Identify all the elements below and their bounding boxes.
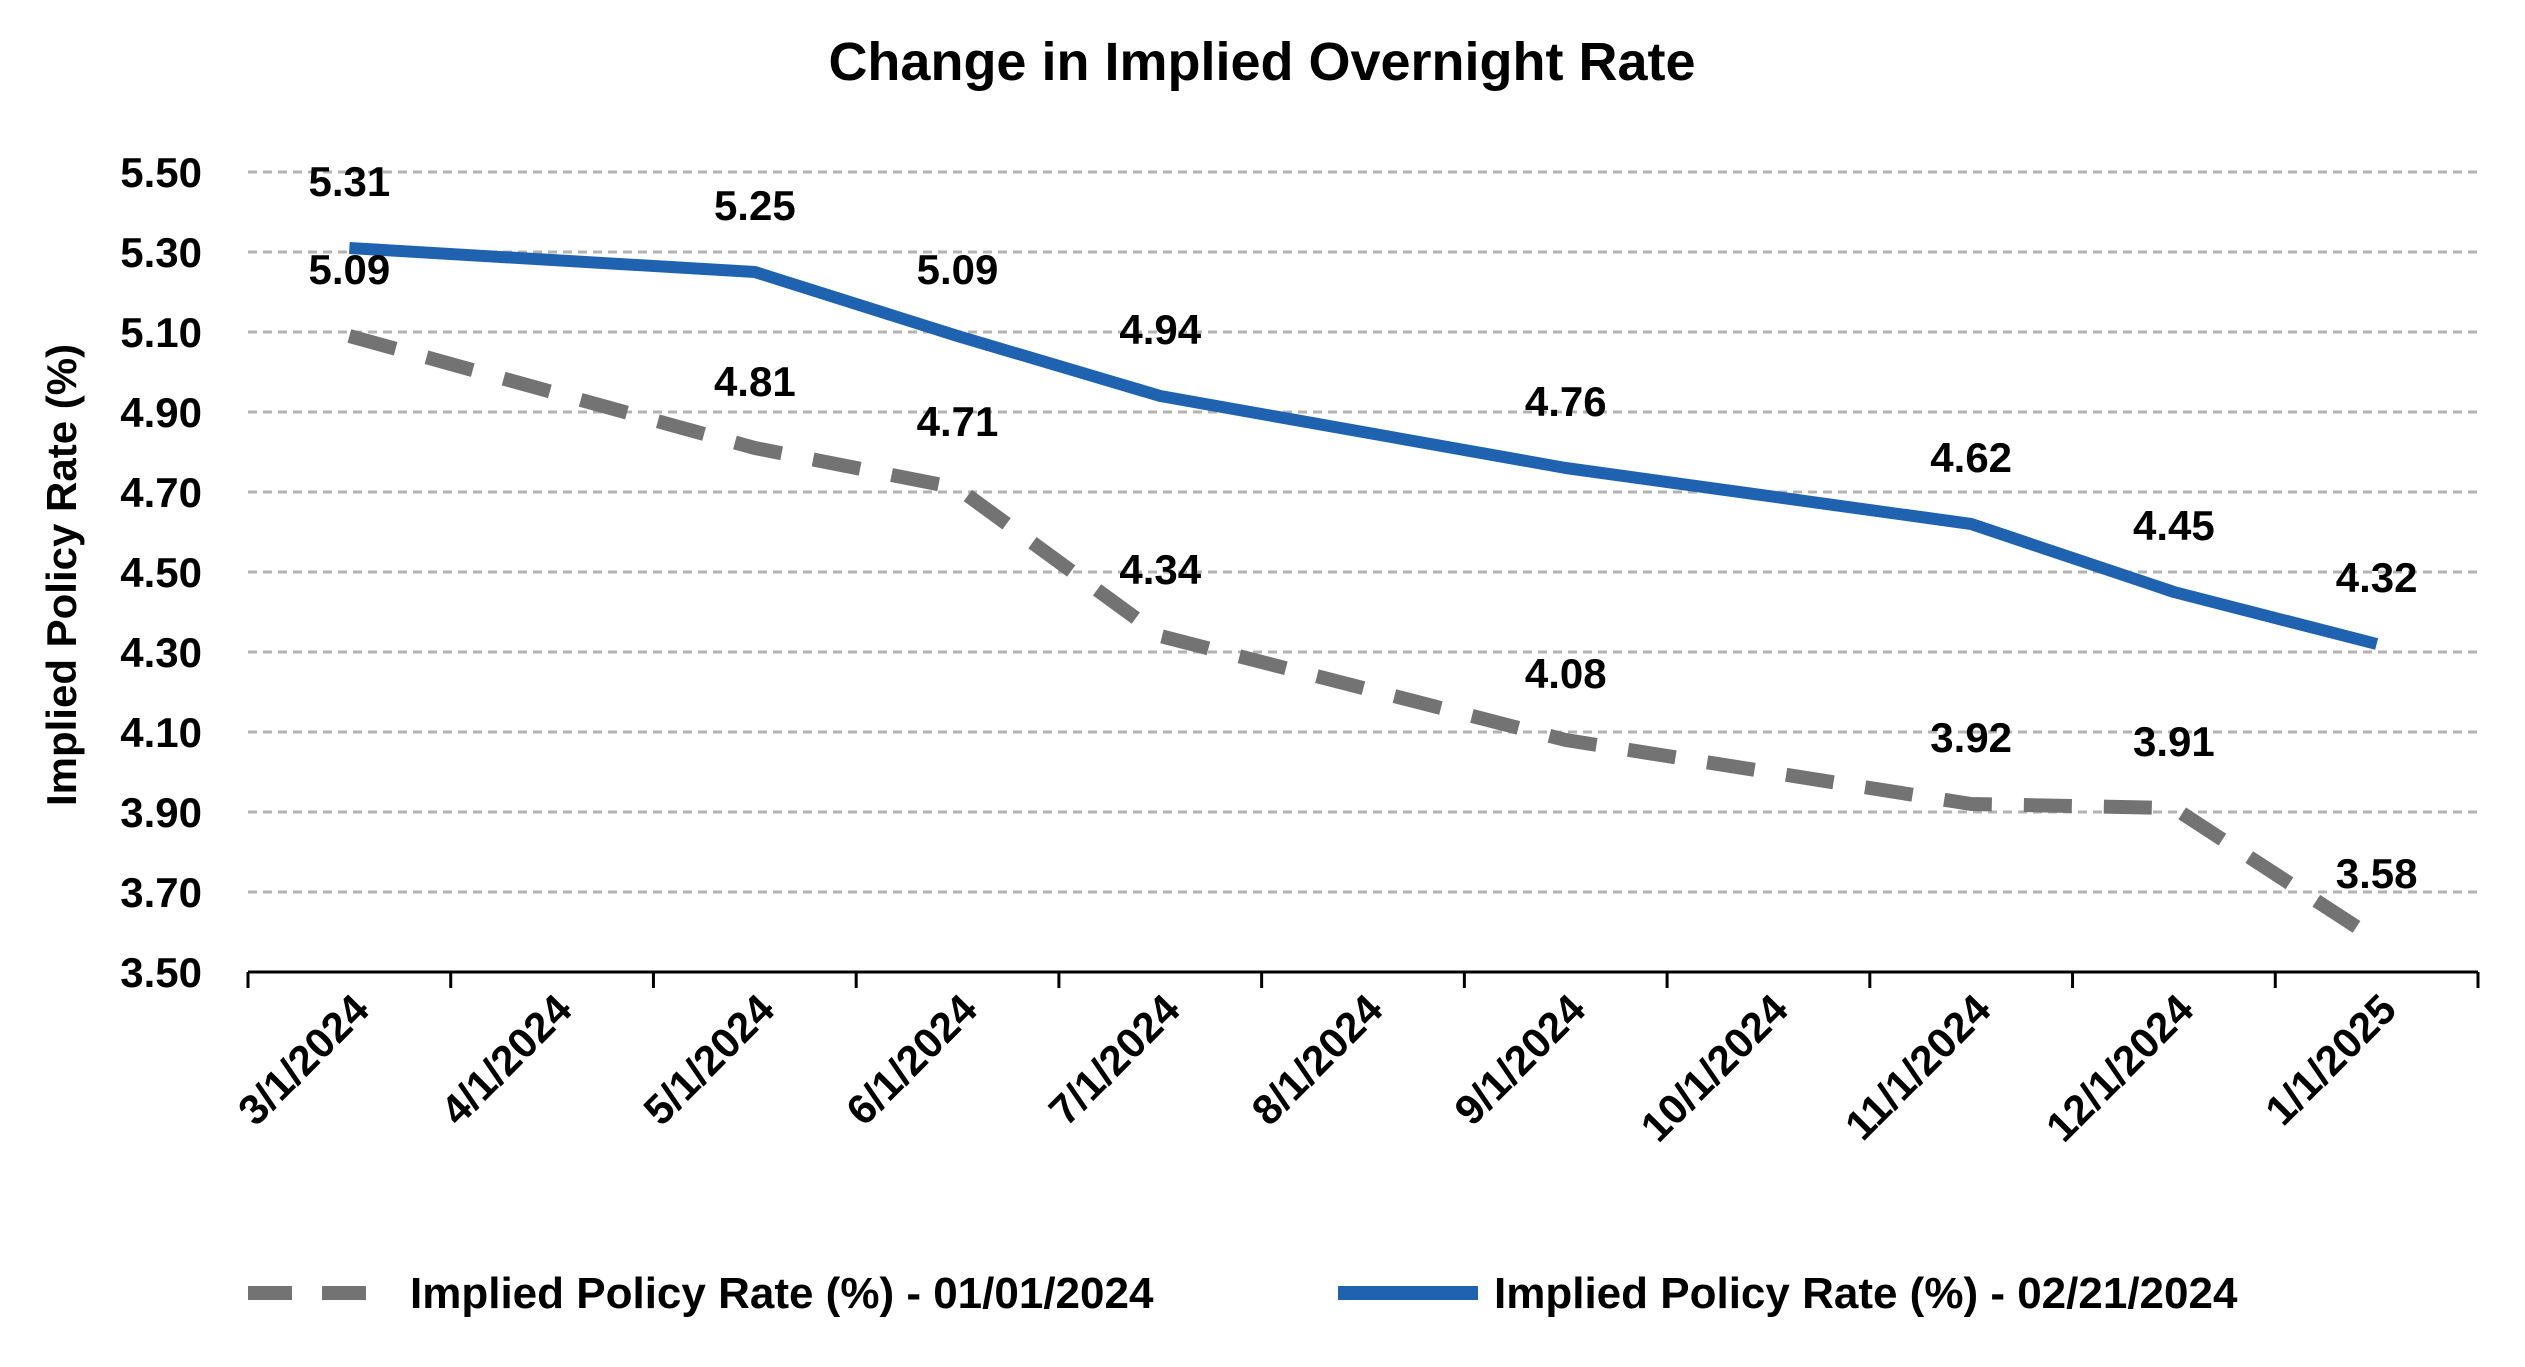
x-tick-label: 7/1/2024	[1040, 985, 1189, 1134]
data-label: 3.58	[2336, 850, 2418, 897]
x-tick-label: 6/1/2024	[837, 985, 986, 1134]
y-tick-label: 3.50	[120, 949, 202, 996]
y-tick-label: 4.10	[120, 709, 202, 756]
data-label: 4.94	[1119, 306, 1201, 353]
y-tick-label: 3.90	[120, 789, 202, 836]
series-line-2	[349, 242, 2379, 650]
data-label: 5.31	[308, 158, 390, 205]
x-tick-label: 3/1/2024	[229, 985, 378, 1134]
data-label: 3.91	[2133, 718, 2215, 765]
data-label: 4.34	[1119, 546, 1201, 593]
x-tick-label: 5/1/2024	[634, 985, 783, 1134]
y-tick-label: 4.30	[120, 629, 202, 676]
legend: Implied Policy Rate (%) - 01/01/2024 Impl…	[248, 1269, 2238, 1318]
data-label: 5.09	[308, 246, 390, 293]
x-tick-label: 4/1/2024	[432, 985, 581, 1134]
y-tick-label: 4.50	[120, 549, 202, 596]
y-tick-labels: 5.50 5.30 5.10 4.90 4.70 4.50 4.30 4.10 3.90 3.70…	[120, 149, 202, 996]
x-tick-label: 1/1/2025	[2256, 985, 2405, 1134]
series-lines	[347, 242, 2381, 946]
y-tick-label: 5.50	[120, 149, 202, 196]
data-label: 4.32	[2336, 554, 2418, 601]
chart-title: Change in Implied Overnight Rate	[828, 32, 1695, 92]
axes	[246, 970, 2480, 988]
x-tick-label: 10/1/2024	[1631, 985, 1797, 1151]
x-tick-label: 12/1/2024	[2037, 985, 2203, 1151]
gridlines	[248, 170, 2478, 894]
legend-label: Implied Policy Rate (%) - 01/01/2024	[410, 1269, 1154, 1318]
x-tick-labels: 3/1/2024 4/1/2024 5/1/2024 6/1/2024 7/1/2024…	[229, 985, 2405, 1151]
legend-item-1: Implied Policy Rate (%) - 01/01/2024	[248, 1269, 1154, 1318]
data-label: 5.09	[917, 246, 999, 293]
y-tick-label: 4.90	[120, 389, 202, 436]
x-tick-label: 11/1/2024	[1836, 985, 2000, 1149]
y-tick-label: 4.70	[120, 469, 202, 516]
data-label: 4.62	[1930, 434, 2012, 481]
y-tick-label: 3.70	[120, 869, 202, 916]
legend-item-2: Implied Policy Rate (%) - 02/21/2024	[1338, 1269, 2238, 1318]
data-labels: 5.09 4.81 4.71 4.34 4.08 3.92 3.91 3.58 5.31 5.25…	[308, 158, 2417, 897]
legend-label: Implied Policy Rate (%) - 02/21/2024	[1494, 1269, 2238, 1318]
data-label: 5.25	[714, 182, 796, 229]
x-tick-label: 9/1/2024	[1445, 985, 1594, 1134]
y-tick-label: 5.30	[120, 229, 202, 276]
data-label: 4.45	[2133, 502, 2215, 549]
data-label: 4.71	[917, 398, 999, 445]
data-label: 4.76	[1525, 378, 1607, 425]
data-label: 3.92	[1930, 714, 2012, 761]
data-label: 4.08	[1525, 650, 1607, 697]
x-tick-label: 8/1/2024	[1243, 985, 1392, 1134]
series-line-1	[347, 329, 2381, 946]
y-axis-label: Implied Policy Rate (%)	[38, 344, 85, 806]
data-label: 4.81	[714, 358, 796, 405]
y-tick-label: 5.10	[120, 309, 202, 356]
